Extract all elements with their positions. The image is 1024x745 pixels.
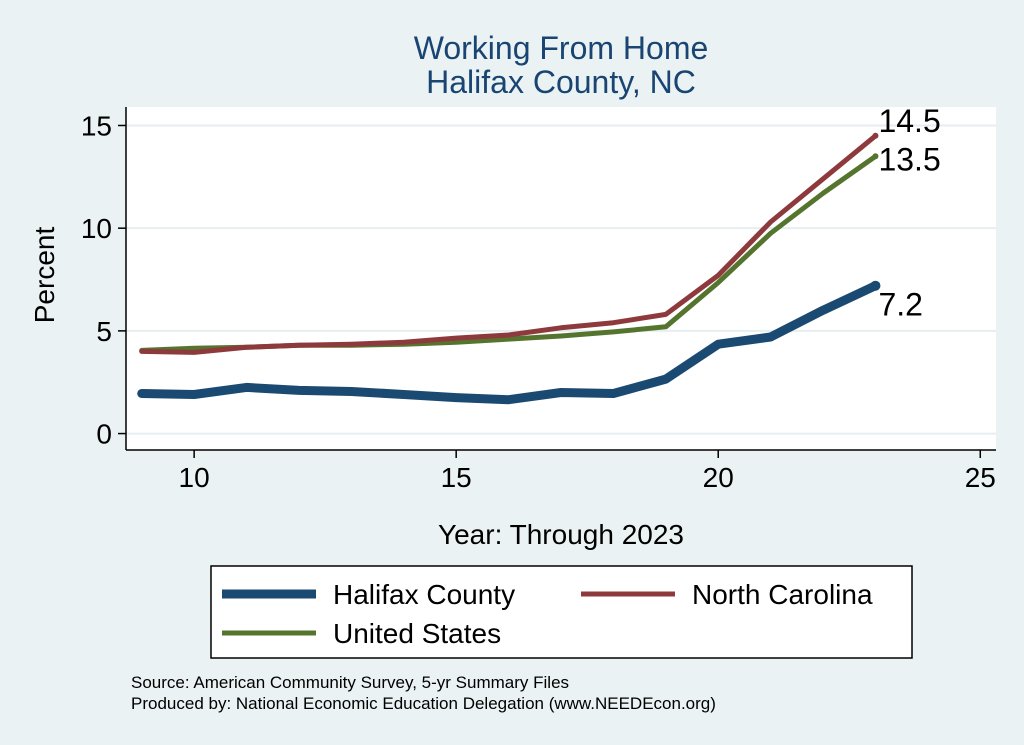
y-tick-label-0: 0 bbox=[96, 419, 112, 450]
legend-label-north-carolina: North Carolina bbox=[692, 579, 873, 610]
end-labels: 7.2 14.513.5 bbox=[878, 103, 940, 323]
legend-label-halifax-county: Halifax County bbox=[333, 579, 515, 610]
x-axis-title: Year: Through 2023 bbox=[438, 519, 684, 550]
y-axis-title: Percent bbox=[29, 227, 60, 324]
end-label-north-carolina: 14.5 bbox=[878, 103, 940, 139]
chart-subtitle: Halifax County, NC bbox=[426, 64, 696, 100]
chart-title: Working From Home bbox=[414, 30, 709, 66]
y-tick-label-10: 10 bbox=[81, 213, 112, 244]
producer-note: Produced by: National Economic Education… bbox=[131, 694, 716, 713]
legend-label-united-states: United States bbox=[333, 618, 501, 649]
series-line-north-carolina bbox=[139, 133, 878, 355]
series-endpoint-north-carolina bbox=[872, 132, 879, 139]
end-label-united-states: 13.5 bbox=[878, 141, 940, 177]
plot-area bbox=[126, 107, 996, 450]
series-endpoint-united-states bbox=[872, 153, 879, 160]
x-tick-label-15: 15 bbox=[441, 462, 472, 493]
axes: 0 5 10 15 10 15 20 25 bbox=[81, 107, 996, 493]
source-note: Source: American Community Survey, 5-yr … bbox=[131, 673, 569, 692]
series-endpoint-halifax-county bbox=[870, 280, 881, 291]
y-tick-label-5: 5 bbox=[96, 316, 112, 347]
series-lines bbox=[137, 132, 881, 405]
x-tick-label-20: 20 bbox=[703, 462, 734, 493]
series-line-halifax-county bbox=[137, 281, 880, 405]
grid bbox=[126, 124, 996, 435]
y-tick-label-15: 15 bbox=[81, 110, 112, 141]
x-tick-label-25: 25 bbox=[965, 462, 996, 493]
end-label-halifax-county: 7.2 bbox=[878, 287, 922, 323]
legend: Halifax County North Carolina United Sta… bbox=[210, 565, 913, 659]
x-tick-label-10: 10 bbox=[179, 462, 210, 493]
legend-box bbox=[210, 565, 913, 659]
